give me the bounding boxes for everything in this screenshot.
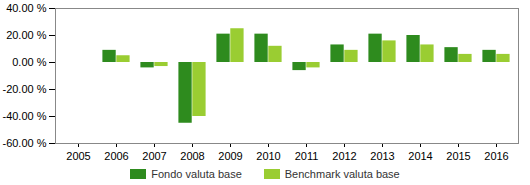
svg-text:0.00 %: 0.00 % <box>12 56 46 68</box>
svg-text:2013: 2013 <box>370 150 394 162</box>
svg-text:2007: 2007 <box>142 150 166 162</box>
svg-text:40.00 %: 40.00 % <box>6 2 47 14</box>
svg-text:2015: 2015 <box>446 150 470 162</box>
svg-text:20.00 %: 20.00 % <box>6 29 47 41</box>
svg-text:2005: 2005 <box>66 150 90 162</box>
svg-text:2016: 2016 <box>484 150 508 162</box>
svg-text:-20.00 %: -20.00 % <box>2 83 46 95</box>
html-text:Benchmark valuta base: Benchmark valuta base <box>284 168 400 180</box>
html-text:Fondo valuta base: Fondo valuta base <box>151 168 242 180</box>
svg-text:2011: 2011 <box>295 150 319 162</box>
svg-text:-40.00 %: -40.00 % <box>2 110 46 122</box>
svg-text:2012: 2012 <box>332 150 356 162</box>
svg-text:2008: 2008 <box>180 150 204 162</box>
svg-text:2014: 2014 <box>408 150 432 162</box>
svg-text:2006: 2006 <box>104 150 128 162</box>
svg-text:2009: 2009 <box>218 150 242 162</box>
svg-text:-60.00 %: -60.00 % <box>2 137 46 149</box>
svg-text:2010: 2010 <box>256 150 280 162</box>
